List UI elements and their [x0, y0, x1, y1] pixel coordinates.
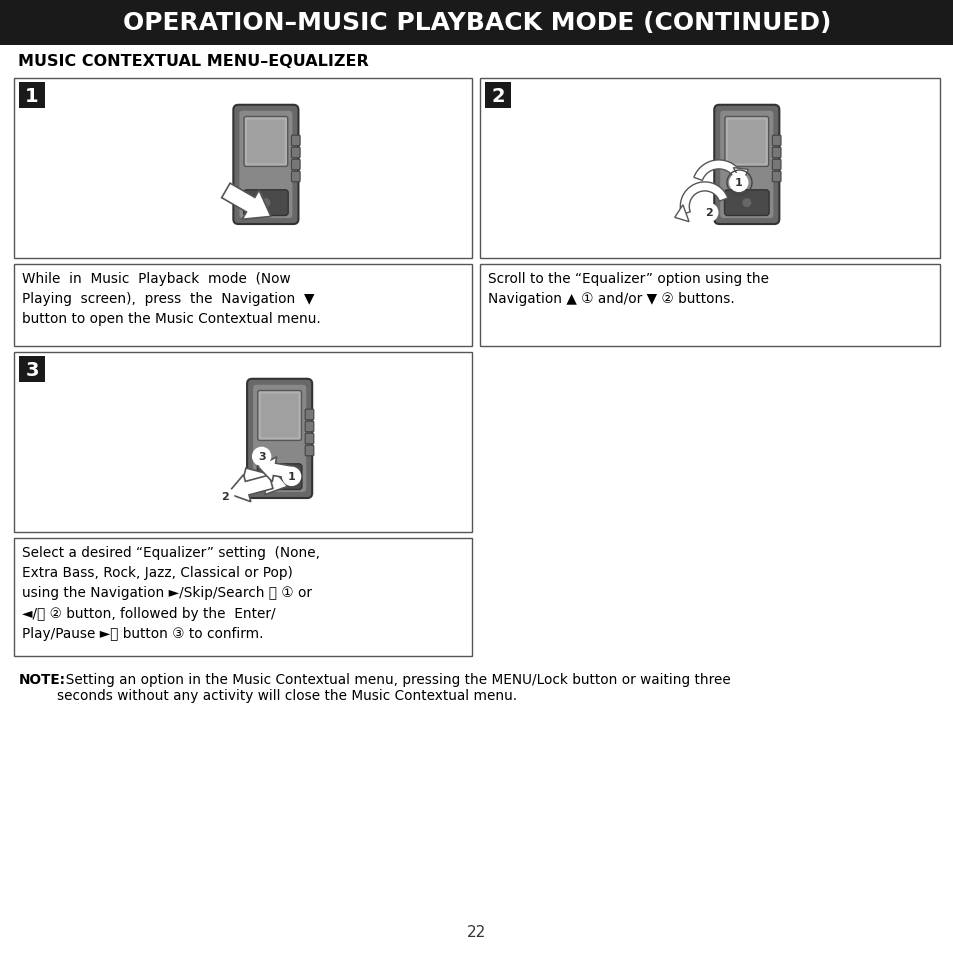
- FancyBboxPatch shape: [484, 83, 511, 109]
- FancyBboxPatch shape: [243, 191, 288, 216]
- FancyBboxPatch shape: [260, 395, 298, 438]
- FancyBboxPatch shape: [772, 172, 781, 183]
- Circle shape: [215, 488, 233, 506]
- FancyBboxPatch shape: [723, 191, 768, 216]
- FancyBboxPatch shape: [305, 422, 314, 433]
- Polygon shape: [733, 169, 747, 184]
- FancyBboxPatch shape: [14, 538, 472, 657]
- FancyBboxPatch shape: [714, 106, 779, 225]
- FancyBboxPatch shape: [772, 148, 781, 158]
- FancyBboxPatch shape: [14, 265, 472, 347]
- Circle shape: [700, 204, 717, 222]
- Circle shape: [262, 199, 270, 207]
- FancyBboxPatch shape: [233, 106, 298, 225]
- Polygon shape: [242, 468, 288, 496]
- Text: Play/Pause ►⏸ button ③ to confirm.: Play/Pause ►⏸ button ③ to confirm.: [22, 626, 263, 640]
- FancyBboxPatch shape: [479, 79, 939, 258]
- Text: Playing  screen),  press  the  Navigation  ▼: Playing screen), press the Navigation ▼: [22, 292, 314, 306]
- FancyBboxPatch shape: [247, 379, 312, 498]
- Circle shape: [275, 474, 283, 481]
- FancyBboxPatch shape: [19, 356, 45, 382]
- Text: 22: 22: [467, 924, 486, 939]
- Text: 1: 1: [734, 178, 741, 188]
- FancyBboxPatch shape: [19, 83, 45, 109]
- FancyBboxPatch shape: [14, 79, 472, 258]
- FancyBboxPatch shape: [0, 0, 953, 46]
- FancyBboxPatch shape: [479, 265, 939, 347]
- FancyBboxPatch shape: [292, 136, 300, 147]
- Text: NOTE:: NOTE:: [19, 672, 66, 686]
- FancyBboxPatch shape: [247, 120, 284, 164]
- Text: 1: 1: [288, 472, 295, 482]
- Text: button to open the Music Contextual menu.: button to open the Music Contextual menu…: [22, 312, 320, 326]
- FancyBboxPatch shape: [257, 464, 301, 490]
- Text: using the Navigation ►/Skip/Search ⏭ ① or: using the Navigation ►/Skip/Search ⏭ ① o…: [22, 586, 312, 599]
- FancyBboxPatch shape: [720, 112, 773, 219]
- Text: 2: 2: [704, 208, 712, 218]
- Polygon shape: [257, 457, 295, 482]
- FancyBboxPatch shape: [257, 391, 301, 441]
- Text: 2: 2: [220, 492, 229, 502]
- Text: 1: 1: [25, 87, 39, 106]
- FancyBboxPatch shape: [305, 446, 314, 456]
- Text: Setting an option in the Music Contextual menu, pressing the MENU/Lock button or: Setting an option in the Music Contextua…: [57, 672, 730, 702]
- Polygon shape: [693, 161, 741, 181]
- Text: Scroll to the “Equalizer” option using the: Scroll to the “Equalizer” option using t…: [488, 272, 768, 286]
- FancyBboxPatch shape: [292, 148, 300, 158]
- FancyBboxPatch shape: [727, 120, 765, 164]
- FancyBboxPatch shape: [239, 112, 293, 219]
- FancyBboxPatch shape: [772, 160, 781, 171]
- Polygon shape: [228, 476, 273, 502]
- FancyBboxPatch shape: [305, 434, 314, 444]
- FancyBboxPatch shape: [253, 385, 306, 493]
- FancyBboxPatch shape: [244, 117, 288, 167]
- FancyBboxPatch shape: [14, 353, 472, 533]
- Text: 3: 3: [257, 452, 265, 462]
- Text: OPERATION–MUSIC PLAYBACK MODE (CONTINUED): OPERATION–MUSIC PLAYBACK MODE (CONTINUED…: [123, 11, 830, 35]
- Circle shape: [729, 174, 747, 193]
- Circle shape: [742, 199, 750, 207]
- Polygon shape: [674, 206, 688, 222]
- FancyBboxPatch shape: [772, 136, 781, 147]
- FancyBboxPatch shape: [724, 117, 768, 167]
- Text: 2: 2: [491, 87, 504, 106]
- FancyBboxPatch shape: [292, 172, 300, 183]
- Text: Extra Bass, Rock, Jazz, Classical or Pop): Extra Bass, Rock, Jazz, Classical or Pop…: [22, 566, 293, 579]
- Text: While  in  Music  Playback  mode  (Now: While in Music Playback mode (Now: [22, 272, 291, 286]
- FancyBboxPatch shape: [292, 160, 300, 171]
- Circle shape: [253, 448, 271, 466]
- Text: MUSIC CONTEXTUAL MENU–EQUALIZER: MUSIC CONTEXTUAL MENU–EQUALIZER: [18, 54, 369, 70]
- Polygon shape: [221, 184, 271, 220]
- Text: ◄/⏮ ② button, followed by the  Enter/: ◄/⏮ ② button, followed by the Enter/: [22, 606, 275, 620]
- FancyBboxPatch shape: [305, 410, 314, 420]
- Circle shape: [282, 468, 300, 486]
- Polygon shape: [679, 183, 727, 215]
- Text: Select a desired “Equalizer” setting  (None,: Select a desired “Equalizer” setting (No…: [22, 545, 319, 559]
- Text: 3: 3: [25, 360, 39, 379]
- Text: Navigation ▲ ① and/or ▼ ② buttons.: Navigation ▲ ① and/or ▼ ② buttons.: [488, 292, 734, 306]
